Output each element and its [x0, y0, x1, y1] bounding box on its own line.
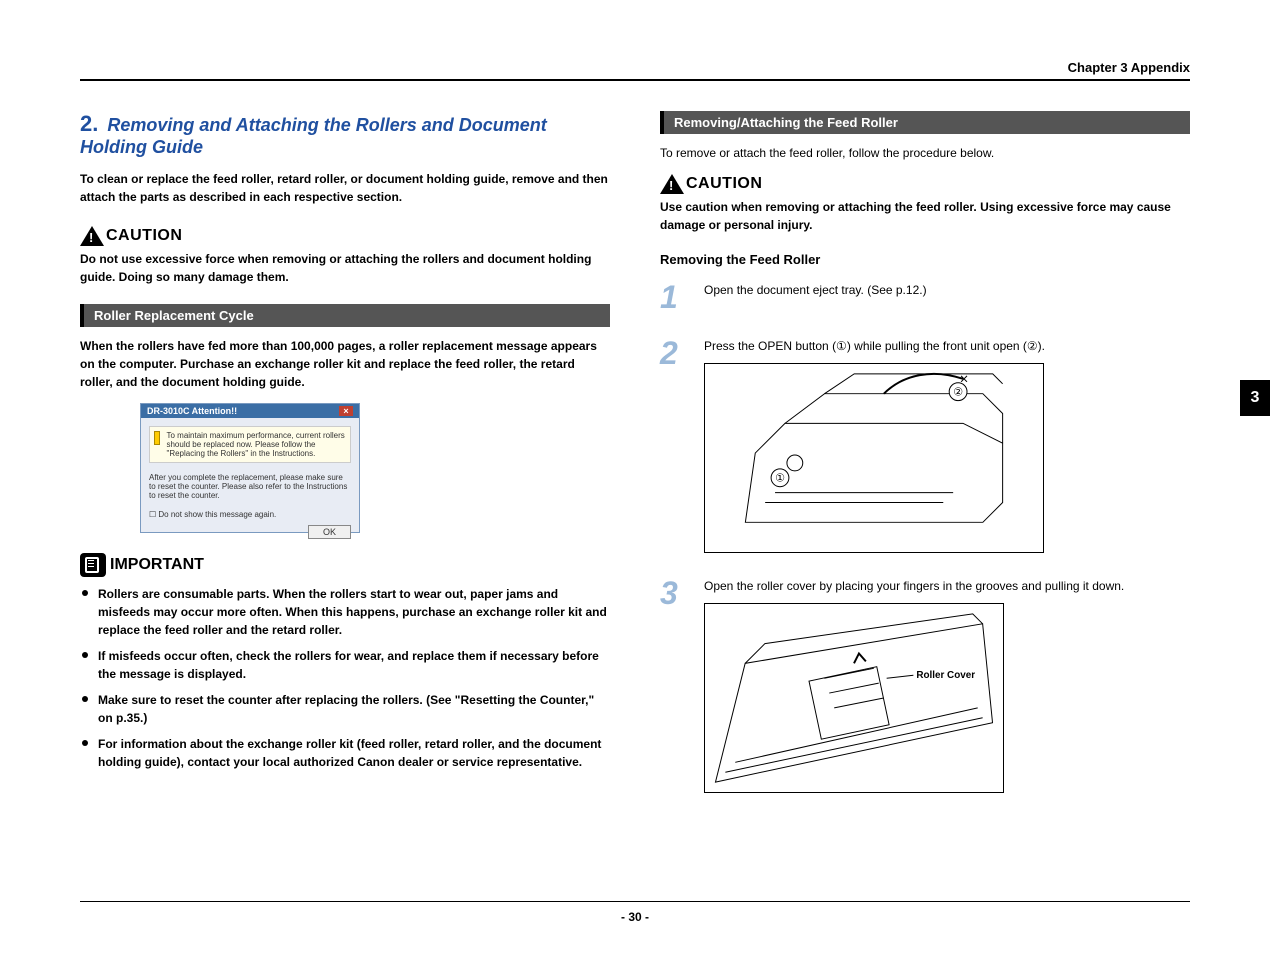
circled-1: ①	[775, 473, 785, 485]
illustration-roller-cover: Roller Cover	[704, 603, 1004, 793]
caution-icon	[660, 174, 684, 194]
illustration-open-scanner: ② ①	[704, 363, 1044, 553]
circled-2: ②	[953, 387, 963, 399]
important-icon	[80, 553, 106, 577]
important-bullets: Rollers are consumable parts. When the r…	[80, 585, 610, 771]
two-column-layout: 2. Removing and Attaching the Rollers an…	[80, 111, 1190, 817]
intro-text: To clean or replace the feed roller, ret…	[80, 170, 610, 206]
left-column: 2. Removing and Attaching the Rollers an…	[80, 111, 610, 817]
step-3: 3 Open the roller cover by placing your …	[660, 577, 1190, 793]
bullet-item: For information about the exchange rolle…	[80, 735, 610, 771]
section-title: 2. Removing and Attaching the Rollers an…	[80, 111, 610, 158]
important-block: IMPORTANT Rollers are consumable parts. …	[80, 553, 610, 771]
subsec2-intro: To remove or attach the feed roller, fol…	[660, 144, 1190, 162]
step-number: 3	[660, 577, 684, 793]
close-icon: ×	[339, 406, 353, 416]
step-number: 2	[660, 337, 684, 553]
step-number: 1	[660, 281, 684, 313]
bullet-item: Rollers are consumable parts. When the r…	[80, 585, 610, 639]
caution-label: CAUTION	[686, 175, 762, 193]
section-number: 2.	[80, 111, 98, 136]
roller-cover-label: Roller Cover	[916, 670, 975, 681]
caution-text: Use caution when removing or attaching t…	[660, 198, 1190, 234]
subsection-bar-2: Removing/Attaching the Feed Roller	[660, 111, 1190, 134]
dialog-checkbox-label: Do not show this message again.	[158, 510, 276, 519]
bullet-item: If misfeeds occur often, check the rolle…	[80, 647, 610, 683]
removing-subhead: Removing the Feed Roller	[660, 252, 1190, 267]
important-label: IMPORTANT	[110, 556, 204, 574]
step-text: Press the OPEN button (①) while pulling …	[704, 337, 1190, 355]
caution-label: CAUTION	[106, 227, 182, 245]
caution-block-1: CAUTION Do not use excessive force when …	[80, 226, 610, 286]
page-number: - 30 -	[80, 901, 1190, 924]
ok-button: OK	[308, 525, 351, 539]
step-1: 1 Open the document eject tray. (See p.1…	[660, 281, 1190, 313]
caution-text: Do not use excessive force when removing…	[80, 250, 610, 286]
page-tab: 3	[1240, 380, 1270, 416]
section-title-text: Removing and Attaching the Rollers and D…	[80, 115, 547, 157]
chapter-title: Chapter 3 Appendix	[80, 60, 1190, 75]
caution-icon	[80, 226, 104, 246]
warning-icon	[154, 431, 160, 445]
step-2: 2 Press the OPEN button (①) while pullin…	[660, 337, 1190, 553]
dialog-screenshot: DR-3010C Attention!! × To maintain maxim…	[140, 403, 360, 533]
dialog-title: DR-3010C Attention!!	[147, 406, 237, 416]
subsection-bar-1: Roller Replacement Cycle	[80, 304, 610, 327]
caution-block-2: CAUTION Use caution when removing or att…	[660, 174, 1190, 234]
step-text: Open the document eject tray. (See p.12.…	[704, 281, 1190, 313]
step-text: Open the roller cover by placing your fi…	[704, 577, 1190, 595]
header-rule: Chapter 3 Appendix	[80, 60, 1190, 81]
roller-cycle-text: When the rollers have fed more than 100,…	[80, 337, 610, 391]
bullet-item: Make sure to reset the counter after rep…	[80, 691, 610, 727]
dialog-note: After you complete the replacement, plea…	[149, 473, 351, 500]
right-column: Removing/Attaching the Feed Roller To re…	[660, 111, 1190, 817]
dialog-warn-text: To maintain maximum performance, current…	[166, 431, 346, 458]
